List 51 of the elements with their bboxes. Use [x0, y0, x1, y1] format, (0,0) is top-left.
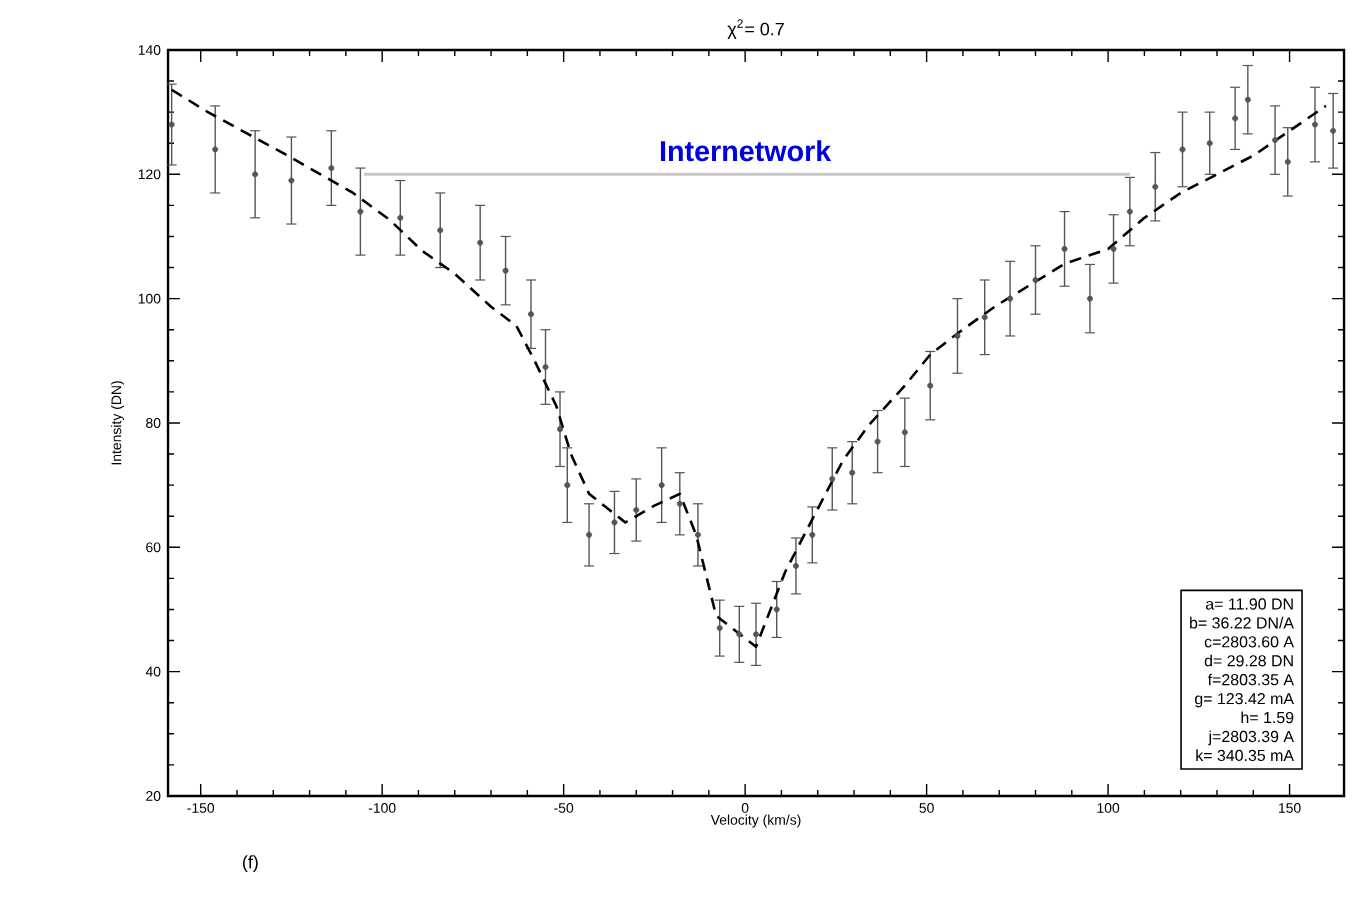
- point: [1007, 295, 1014, 302]
- point: [611, 519, 618, 526]
- point: [792, 562, 799, 569]
- point: [397, 214, 404, 221]
- point: [829, 475, 836, 482]
- point: [1179, 146, 1186, 153]
- point: [809, 531, 816, 538]
- point: [676, 500, 683, 507]
- point: [477, 239, 484, 246]
- point: [1086, 295, 1093, 302]
- point: [288, 177, 295, 184]
- text: (f): [243, 855, 258, 872]
- point: [527, 311, 534, 318]
- point: [564, 482, 571, 489]
- point: [981, 314, 988, 321]
- point: [1206, 140, 1213, 147]
- point: [753, 631, 760, 638]
- point: [1330, 127, 1337, 134]
- point: [694, 531, 701, 538]
- chart-title: χ$^{2}$= 0.7: [727, 19, 784, 39]
- point: [1284, 158, 1291, 165]
- point: [716, 625, 723, 632]
- point: [633, 507, 640, 513]
- point: [586, 531, 593, 538]
- point: [927, 382, 934, 389]
- point: [542, 364, 549, 371]
- point: [901, 429, 908, 436]
- annotation: Internetwork: [660, 140, 832, 162]
- point: [1032, 276, 1039, 283]
- point: [1311, 121, 1318, 128]
- point: [1061, 245, 1068, 252]
- point: [252, 171, 259, 178]
- point: [357, 208, 364, 215]
- point: [849, 469, 856, 476]
- point: [1272, 137, 1279, 144]
- point: [773, 606, 780, 613]
- point: [1232, 115, 1239, 122]
- point: [1110, 245, 1117, 252]
- point: [736, 631, 743, 638]
- point: [168, 121, 175, 128]
- point: [954, 332, 961, 339]
- point: [1244, 96, 1251, 103]
- point: [874, 438, 881, 445]
- point: [1152, 183, 1159, 190]
- point: [658, 482, 665, 489]
- point: [1126, 208, 1133, 215]
- point: [502, 267, 509, 274]
- point: [212, 146, 219, 153]
- point: [557, 426, 564, 433]
- point: [437, 227, 444, 234]
- point: [328, 165, 335, 172]
